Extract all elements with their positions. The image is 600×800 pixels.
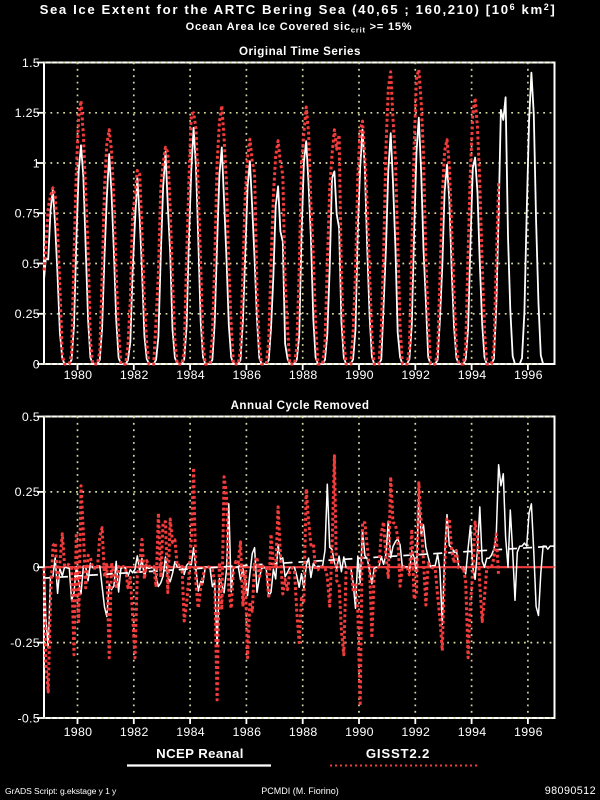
svg-text:1992: 1992 bbox=[401, 725, 430, 739]
svg-text:Annual Cycle Removed: Annual Cycle Removed bbox=[231, 399, 370, 412]
svg-text:1.25: 1.25 bbox=[15, 106, 40, 120]
svg-text:0.75: 0.75 bbox=[15, 207, 40, 221]
svg-text:1996: 1996 bbox=[514, 368, 543, 382]
svg-text:1980: 1980 bbox=[64, 725, 93, 739]
svg-text:1990: 1990 bbox=[345, 725, 374, 739]
svg-text:1986: 1986 bbox=[233, 725, 262, 739]
svg-text:1984: 1984 bbox=[176, 725, 205, 739]
svg-text:1990: 1990 bbox=[345, 368, 374, 382]
svg-text:1994: 1994 bbox=[458, 725, 487, 739]
svg-text:1988: 1988 bbox=[289, 725, 318, 739]
svg-text:Original Time Series: Original Time Series bbox=[239, 45, 361, 58]
svg-text:0.5: 0.5 bbox=[22, 257, 40, 271]
svg-text:-0.25: -0.25 bbox=[10, 636, 40, 650]
svg-text:Ocean Area Ice Covered siccrit: Ocean Area Ice Covered siccrit >= 15% bbox=[186, 21, 413, 35]
svg-text:98090512: 98090512 bbox=[545, 785, 596, 797]
svg-text:GrADS Script: g.ekstage y 1 y: GrADS Script: g.ekstage y 1 y bbox=[5, 786, 117, 796]
svg-text:1984: 1984 bbox=[176, 368, 205, 382]
svg-text:-0.5: -0.5 bbox=[17, 711, 40, 725]
svg-text:1988: 1988 bbox=[289, 368, 318, 382]
svg-text:PCMDI (M. Fiorino): PCMDI (M. Fiorino) bbox=[261, 786, 339, 796]
svg-text:0: 0 bbox=[33, 357, 40, 371]
svg-text:1982: 1982 bbox=[120, 368, 149, 382]
svg-text:1: 1 bbox=[33, 156, 40, 170]
svg-text:1980: 1980 bbox=[64, 368, 93, 382]
svg-text:0.25: 0.25 bbox=[15, 307, 40, 321]
svg-text:1996: 1996 bbox=[514, 725, 543, 739]
svg-text:Sea Ice Extent for the ARTC Be: Sea Ice Extent for the ARTC Bering Sea (… bbox=[40, 2, 557, 17]
svg-text:1992: 1992 bbox=[401, 368, 430, 382]
svg-text:0.25: 0.25 bbox=[15, 485, 40, 499]
svg-text:1986: 1986 bbox=[233, 368, 262, 382]
svg-text:1982: 1982 bbox=[120, 725, 149, 739]
svg-text:0.5: 0.5 bbox=[22, 410, 40, 424]
svg-text:1.5: 1.5 bbox=[22, 56, 40, 70]
svg-text:0: 0 bbox=[33, 561, 40, 575]
svg-text:1994: 1994 bbox=[458, 368, 487, 382]
svg-text:GISST2.2: GISST2.2 bbox=[366, 746, 430, 761]
svg-text:NCEP Reanal: NCEP Reanal bbox=[156, 746, 244, 761]
